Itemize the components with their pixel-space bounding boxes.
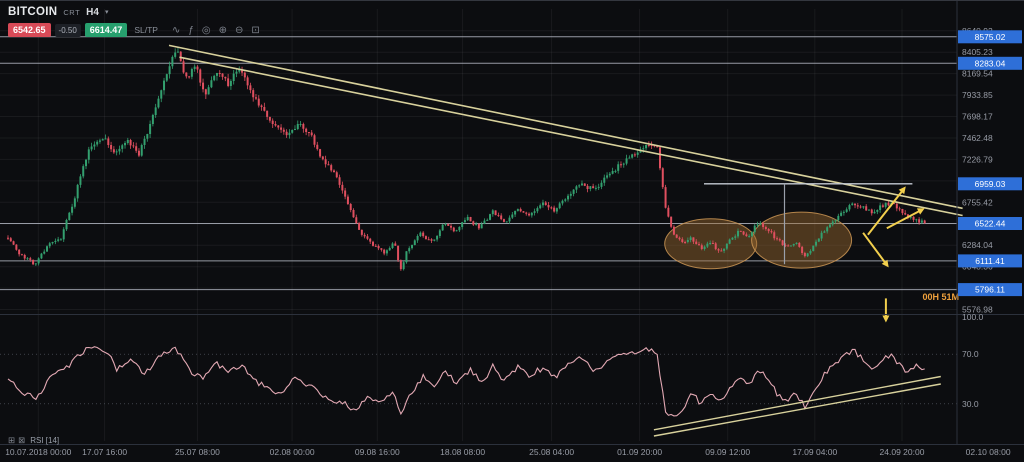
arrow-annotations[interactable] xyxy=(862,186,925,323)
ask-price-badge[interactable]: 6614.47 xyxy=(84,23,128,37)
time-tick-label: 09.08 16:00 xyxy=(355,447,400,457)
time-tick-label: 02.08 00:00 xyxy=(270,447,315,457)
time-axis[interactable]: 10.07.2018 00:00 17.07 16:00 25.07 08:00 02… xyxy=(5,447,1011,457)
price-badge-label: 6111.41 xyxy=(975,256,1005,266)
spread-value: -0.50 xyxy=(54,23,81,37)
bid-price-badge[interactable]: 6542.65 xyxy=(8,23,51,37)
descending-trendlines[interactable] xyxy=(168,44,963,217)
rsi-close-icon[interactable]: ⊠ xyxy=(18,435,26,445)
time-tick-label: 01.09 20:00 xyxy=(617,447,662,457)
zoom-in-icon[interactable]: ⊕ xyxy=(218,24,228,36)
rsi-trendlines[interactable] xyxy=(653,375,941,437)
price-tick-label: 5576.98 xyxy=(962,305,993,315)
time-tick-label: 17.09 04:00 xyxy=(792,447,837,457)
price-badge[interactable] xyxy=(958,30,1022,44)
price-tick-label: 8169.54 xyxy=(962,69,993,79)
rsi-pane-icons: ⊞ ⊠ xyxy=(8,435,25,446)
sltp-button[interactable]: SL/TP xyxy=(134,25,158,35)
indicator-icon[interactable]: ƒ xyxy=(188,24,194,36)
timeframe-selector[interactable]: H4 xyxy=(86,6,99,18)
chevron-down-icon[interactable]: ▾ xyxy=(104,9,109,16)
price-badge-label: 5796.11 xyxy=(975,285,1005,295)
price-badge[interactable] xyxy=(958,254,1022,268)
time-tick-label: 17.07 16:00 xyxy=(82,447,127,457)
chart-toolbar: BITCOIN CRT H4 ▾ 6542.65 -0.50 6614.47 S… xyxy=(8,6,260,37)
price-tick-label: 6284.04 xyxy=(962,240,993,250)
zoom-out-icon[interactable]: ⊖ xyxy=(235,24,244,36)
price-tick-label: 7226.79 xyxy=(962,154,993,164)
price-tick-label: 7933.85 xyxy=(962,90,993,100)
price-badge[interactable] xyxy=(958,56,1022,70)
price-badge-label: 6959.03 xyxy=(975,179,1006,189)
candles xyxy=(7,47,926,271)
price-badge-label: 6522.44 xyxy=(975,219,1006,229)
candle-countdown: 00H 51M xyxy=(923,292,960,302)
toolbar-icons: ∿ ƒ ◎ ⊕ ⊖ ⊡ xyxy=(172,25,260,36)
time-tick-label: 02.10 08:00 xyxy=(966,447,1011,457)
time-tick-label: 24.09 20:00 xyxy=(880,447,925,457)
fullscreen-icon[interactable]: ⊡ xyxy=(251,24,260,36)
eye-icon[interactable]: ◎ xyxy=(201,24,211,36)
rsi-tick-label: 30.0 xyxy=(962,399,979,409)
rsi-settings-icon[interactable]: ⊞ xyxy=(8,435,16,445)
price-tick-label: 7698.17 xyxy=(962,112,993,122)
rsi-tick-label: 100.0 xyxy=(962,312,984,322)
price-tick-label: 6755.42 xyxy=(962,197,993,207)
price-badge[interactable] xyxy=(958,177,1022,191)
rsi-pane-header: ⊞ ⊠ RSI [14] xyxy=(8,435,59,446)
time-tick-label: 09.09 12:00 xyxy=(705,447,750,457)
time-tick-label: 10.07.2018 00:00 xyxy=(5,447,71,457)
price-level-badges[interactable]: 8575.02 8283.04 6959.03 6522.44 6111.41 5796.… xyxy=(958,30,1022,297)
price-badge-label: 8283.04 xyxy=(975,58,1006,68)
price-badge-label: 8575.02 xyxy=(975,32,1006,42)
exchange-name: CRT xyxy=(63,7,81,17)
price-tick-label: 7462.48 xyxy=(962,133,993,143)
rsi-tick-label: 70.0 xyxy=(962,349,979,359)
price-badge[interactable] xyxy=(958,217,1022,230)
price-tick-label: 8405.23 xyxy=(962,47,993,57)
time-tick-label: 18.08 08:00 xyxy=(440,447,485,457)
trendline-icon[interactable]: ∿ xyxy=(171,24,181,36)
rsi-line xyxy=(7,346,925,417)
symbol-name[interactable]: BITCOIN xyxy=(8,6,58,18)
symbol-row: BITCOIN CRT H4 ▾ xyxy=(8,6,260,18)
time-tick-label: 25.07 08:00 xyxy=(175,447,220,457)
price-badge[interactable] xyxy=(958,283,1022,297)
order-row: 6542.65 -0.50 6614.47 SL/TP ∿ ƒ ◎ ⊕ ⊖ ⊡ xyxy=(8,23,260,37)
rsi-indicator-label[interactable]: RSI [14] xyxy=(30,436,60,445)
time-tick-label: 25.08 04:00 xyxy=(529,447,574,457)
